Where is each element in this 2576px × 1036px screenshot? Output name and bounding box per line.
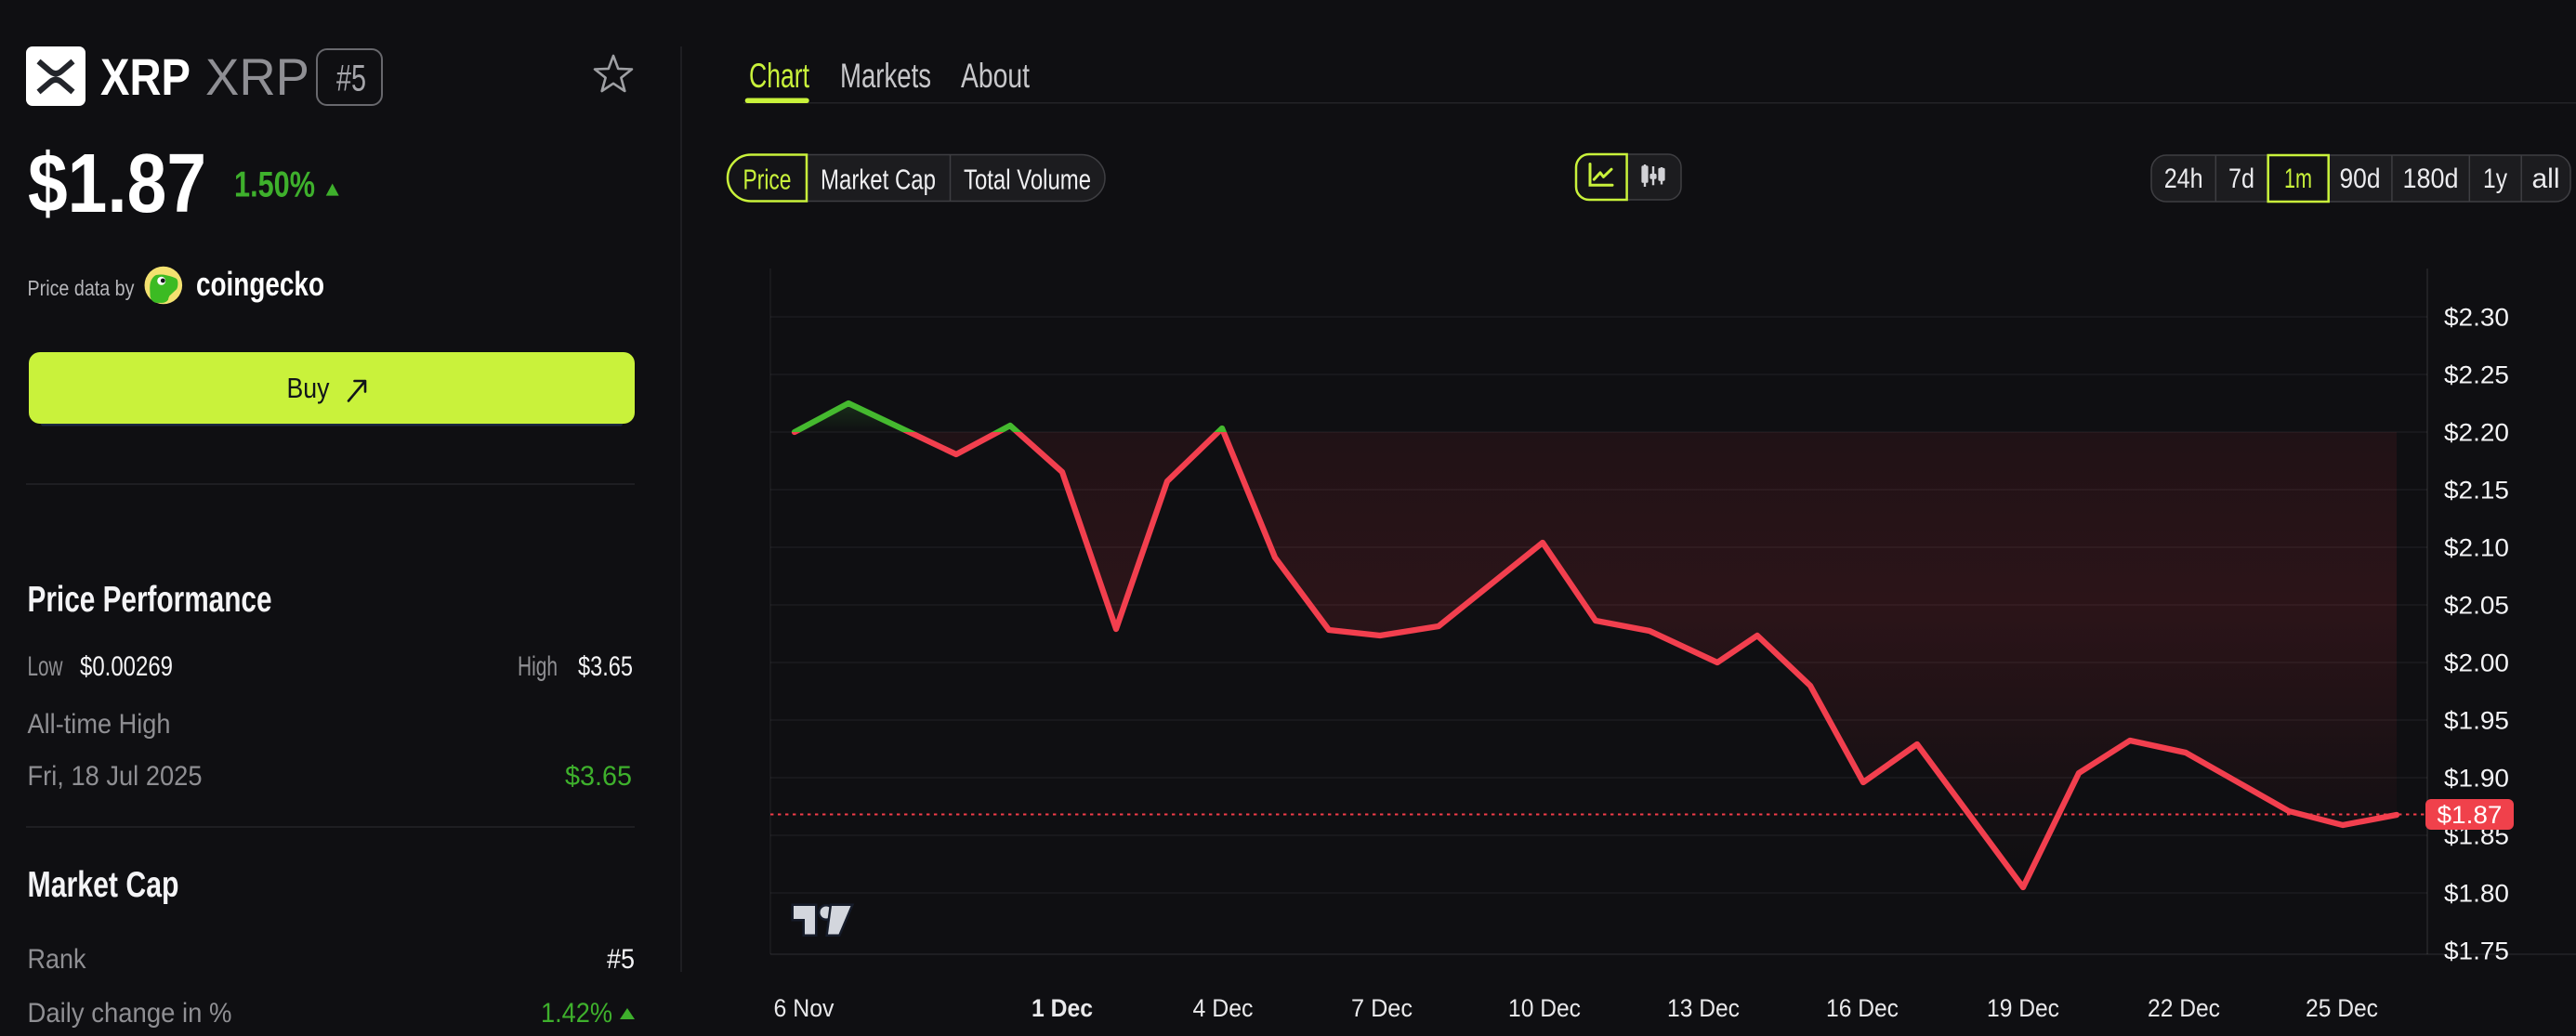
svg-text:$2.30: $2.30	[2444, 304, 2509, 332]
svg-text:Low: Low	[28, 651, 63, 682]
svg-text:7 Dec: 7 Dec	[1351, 994, 1413, 1022]
svg-text:24h: 24h	[2164, 164, 2203, 194]
svg-text:Price: Price	[743, 164, 792, 196]
svg-text:Price data by: Price data by	[28, 276, 135, 300]
svg-text:Buy: Buy	[287, 372, 330, 404]
svg-text:$1.87: $1.87	[28, 138, 206, 230]
svg-text:XRP: XRP	[100, 47, 191, 106]
svg-text:1.50%: 1.50%	[234, 165, 315, 205]
svg-text:$2.15: $2.15	[2444, 477, 2509, 505]
svg-text:6 Nov: 6 Nov	[774, 994, 835, 1022]
svg-text:1m: 1m	[2284, 164, 2312, 194]
svg-text:16 Dec: 16 Dec	[1826, 994, 1899, 1022]
svg-text:$1.95: $1.95	[2444, 707, 2509, 735]
svg-text:Daily change in %: Daily change in %	[28, 998, 232, 1029]
svg-text:$2.25: $2.25	[2444, 361, 2509, 389]
svg-text:Chart: Chart	[749, 57, 810, 95]
svg-text:1y: 1y	[2483, 164, 2507, 194]
svg-text:$1.87: $1.87	[2438, 801, 2503, 829]
svg-text:1.42%: 1.42%	[541, 998, 612, 1029]
svg-text:$2.05: $2.05	[2444, 592, 2509, 620]
svg-text:10 Dec: 10 Dec	[1508, 994, 1581, 1022]
svg-text:#5: #5	[336, 59, 366, 99]
svg-text:About: About	[961, 57, 1031, 95]
svg-text:#5: #5	[607, 944, 635, 975]
svg-text:all: all	[2532, 164, 2560, 194]
svg-text:4 Dec: 4 Dec	[1193, 994, 1254, 1022]
svg-text:Market Cap: Market Cap	[821, 164, 936, 196]
svg-text:$1.75: $1.75	[2444, 938, 2509, 965]
svg-text:Fri, 18 Jul 2025: Fri, 18 Jul 2025	[28, 761, 203, 792]
svg-text:22 Dec: 22 Dec	[2148, 994, 2220, 1022]
svg-text:Market Cap: Market Cap	[28, 865, 179, 905]
svg-text:coingecko: coingecko	[196, 265, 324, 303]
svg-text:$0.00269: $0.00269	[80, 651, 173, 682]
svg-text:$2.00: $2.00	[2444, 649, 2509, 677]
svg-text:$3.65: $3.65	[565, 761, 632, 792]
svg-text:XRP: XRP	[205, 47, 309, 106]
svg-text:Rank: Rank	[28, 944, 87, 975]
svg-text:$3.65: $3.65	[578, 651, 633, 682]
svg-text:$2.20: $2.20	[2444, 419, 2509, 447]
svg-text:180d: 180d	[2403, 164, 2459, 194]
svg-text:13 Dec: 13 Dec	[1667, 994, 1740, 1022]
svg-text:Total Volume: Total Volume	[964, 164, 1091, 196]
svg-text:Price Performance: Price Performance	[28, 580, 272, 620]
svg-text:$2.10: $2.10	[2444, 534, 2509, 562]
svg-text:90d: 90d	[2340, 164, 2381, 194]
svg-text:$1.80: $1.80	[2444, 880, 2509, 908]
svg-text:25 Dec: 25 Dec	[2306, 994, 2378, 1022]
svg-text:1 Dec: 1 Dec	[1032, 994, 1093, 1022]
svg-text:7d: 7d	[2228, 164, 2254, 194]
svg-text:Markets: Markets	[840, 57, 931, 95]
svg-text:High: High	[518, 651, 558, 682]
svg-text:$1.90: $1.90	[2444, 765, 2509, 793]
svg-text:All-time High: All-time High	[28, 709, 171, 740]
svg-text:19 Dec: 19 Dec	[1987, 994, 2059, 1022]
